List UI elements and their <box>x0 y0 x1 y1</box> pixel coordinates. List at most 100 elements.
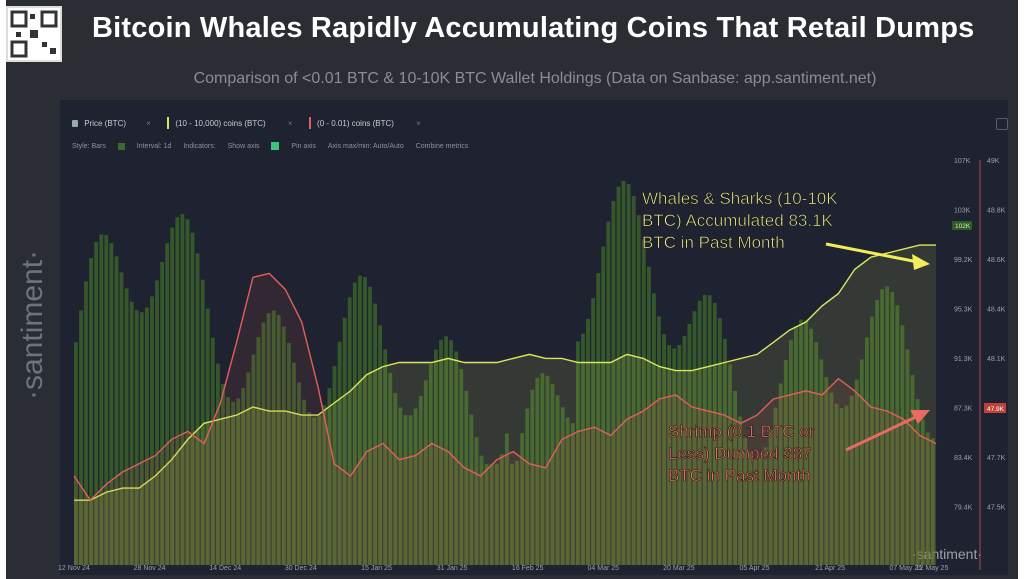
volume-bar <box>738 416 742 565</box>
volume-bar <box>484 463 489 566</box>
x-tick-label: 30 Dec 24 <box>285 565 317 572</box>
shrimp-arrow-head <box>910 410 930 424</box>
volume-bar <box>124 288 129 565</box>
legend-whales[interactable]: (10 - 10,000) coins (BTC) <box>175 118 266 128</box>
volume-bar <box>819 359 824 565</box>
volume-bar <box>322 405 327 565</box>
volume-bar <box>170 227 175 565</box>
volume-bar <box>728 364 732 565</box>
price-tick-label: 95.3K <box>954 307 973 314</box>
axis-minmax-selector[interactable]: Axis max/min: Auto/Auto <box>327 142 404 150</box>
price-tick-label: 91.3K <box>954 356 973 363</box>
volume-bar <box>682 336 687 565</box>
legend-price[interactable]: Price (BTC) <box>84 118 127 128</box>
volume-bar <box>266 313 271 565</box>
volume-bar <box>697 300 702 565</box>
volume-bar <box>748 452 753 565</box>
shrimp-current-badge <box>984 403 1006 413</box>
volume-bar <box>657 316 661 565</box>
qr-code-icon <box>6 6 62 62</box>
volume-bar <box>226 397 230 565</box>
color-swatch-icon[interactable] <box>117 142 125 150</box>
checkbox-icon[interactable] <box>271 142 280 150</box>
volume-bar <box>565 417 570 565</box>
volume-bar <box>185 219 190 565</box>
price-tick-label: 103K <box>954 208 971 215</box>
volume-bar <box>794 326 798 565</box>
volume-bar <box>601 246 606 565</box>
style-selector[interactable]: Style: Bars <box>72 142 106 150</box>
close-icon[interactable]: × <box>416 118 421 128</box>
close-icon[interactable]: × <box>287 118 293 128</box>
shrimp-current-label: 47.9K <box>987 406 1005 413</box>
page-title: Bitcoin Whales Rapidly Accumulating Coin… <box>92 12 975 44</box>
volume-bar <box>870 316 874 565</box>
pin-axis-toggle[interactable]: Pin axis <box>291 142 316 150</box>
volume-bar <box>352 282 357 565</box>
volume-bar <box>302 399 306 565</box>
settings-icon[interactable] <box>996 118 1008 130</box>
volume-bar <box>849 395 854 565</box>
volume-bar <box>292 362 296 565</box>
volume-bar <box>190 232 195 565</box>
x-tick-label: 16 Feb 25 <box>512 565 544 572</box>
volume-bar <box>905 349 910 565</box>
close-icon[interactable]: × <box>146 118 151 128</box>
volume-bar <box>535 377 540 565</box>
shrimp-tick-label: 48.4K <box>987 307 1006 314</box>
volume-bar <box>358 275 362 565</box>
volume-bar <box>479 455 484 565</box>
show-axis-toggle[interactable]: Show axis <box>227 142 260 150</box>
volume-bar <box>839 408 844 565</box>
volume-bar <box>210 337 215 565</box>
volume-bar <box>393 392 398 565</box>
volume-bar <box>216 363 220 565</box>
x-tick-label: 15 Jan 25 <box>361 565 392 572</box>
volume-bar <box>875 299 879 565</box>
combine-metrics-button[interactable]: Combine metrics <box>415 142 469 150</box>
volume-bar <box>606 221 611 565</box>
volume-bar <box>900 325 905 565</box>
shrimp-annotation: Shrimp (0.1 BTC or <box>668 422 815 441</box>
volume-bar <box>94 242 99 565</box>
indicators-selector[interactable]: Indicators: <box>183 142 216 150</box>
volume-bar <box>368 286 372 565</box>
volume-bar <box>434 349 438 565</box>
volume-bar <box>758 457 763 565</box>
x-tick-label: 05 Apr 25 <box>740 565 770 572</box>
lock-icon <box>72 119 78 127</box>
volume-bar <box>317 415 322 565</box>
volume-bar <box>920 419 925 565</box>
x-tick-label: 04 Mar 25 <box>588 565 620 572</box>
volume-bar <box>799 319 803 565</box>
volume-bar <box>804 320 808 565</box>
volume-bar <box>449 340 453 565</box>
volume-bar <box>84 281 88 565</box>
volume-bar <box>155 280 159 565</box>
volume-bar <box>692 311 697 565</box>
volume-bar <box>287 343 291 565</box>
legend-shrimp[interactable]: (0 - 0.01) coins (BTC) <box>317 118 394 128</box>
volume-bar <box>586 318 590 565</box>
legend: Price (BTC) × (10 - 10,000) coins (BTC) … <box>72 117 421 133</box>
volume-bar <box>79 310 83 565</box>
volume-bar <box>383 349 388 565</box>
whales-arrow <box>825 242 919 264</box>
volume-bar <box>89 258 93 565</box>
price-tick-label: 99.2K <box>954 257 973 264</box>
volume-bar <box>413 408 418 565</box>
volume-bar <box>332 366 337 565</box>
volume-bar <box>499 454 504 565</box>
volume-bar <box>591 298 595 565</box>
interval-selector[interactable]: Interval: 1d <box>136 142 172 150</box>
x-tick-label: 12 Nov 24 <box>58 565 90 572</box>
volume-bar <box>418 396 423 565</box>
shrimp-line <box>73 272 937 502</box>
volume-bar <box>195 253 200 565</box>
volume-bar <box>271 310 276 565</box>
volume-bar <box>702 294 707 565</box>
volume-bar <box>778 383 783 565</box>
volume-bar <box>520 433 524 565</box>
shrimp-annotation: Less) Dumped 387 <box>668 444 812 463</box>
volume-bar <box>631 196 636 565</box>
